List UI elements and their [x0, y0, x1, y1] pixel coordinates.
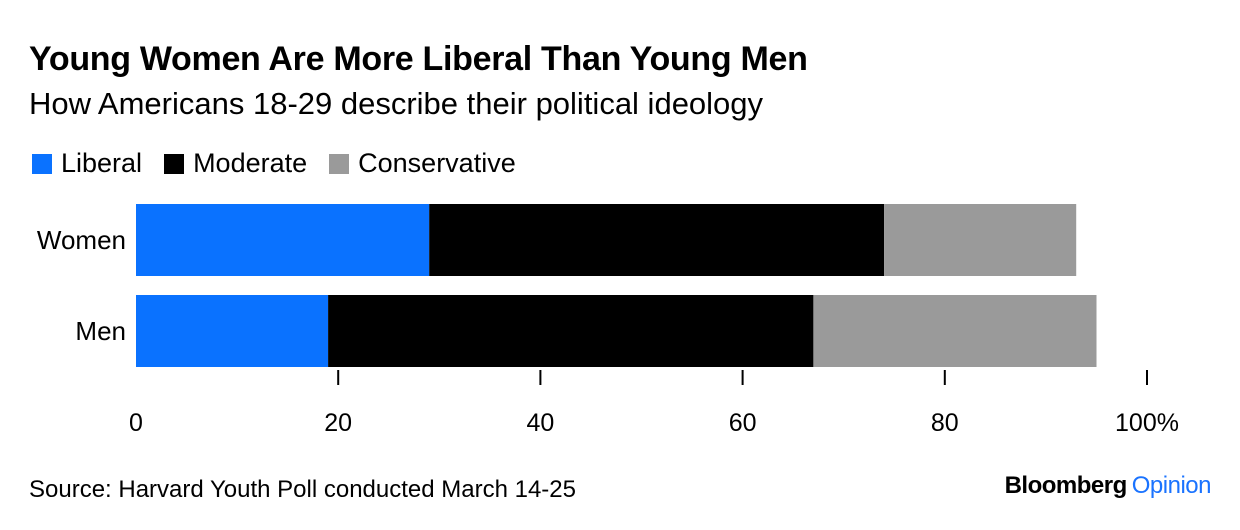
legend-swatch-moderate: [164, 153, 185, 174]
x-tick-label-60: 60: [729, 409, 757, 437]
brand-name: Bloomberg: [1004, 472, 1128, 499]
legend-item-conservative: Conservative: [329, 148, 516, 179]
x-tick-label-100: 100%: [1115, 409, 1179, 437]
chart-subtitle: How Americans 18-29 describe their polit…: [29, 86, 764, 121]
bar-women-liberal: [136, 204, 430, 276]
bar-men-liberal: [136, 295, 329, 367]
legend-swatch-liberal: [32, 153, 52, 174]
bar-women-conservative: [884, 204, 1077, 276]
chart-title: Young Women Are More Liberal Than Young …: [29, 40, 808, 78]
brand-logo: Bloomberg Opinion: [1004, 472, 1212, 500]
legend-label-moderate: Moderate: [193, 148, 308, 178]
legend-item-moderate: Moderate: [164, 148, 307, 179]
legend-label-liberal: Liberal: [61, 148, 143, 178]
bar-men-conservative: [813, 295, 1097, 367]
legend-label-conservative: Conservative: [358, 148, 516, 178]
x-tick-label-80: 80: [931, 409, 959, 437]
legend-item-liberal: Liberal: [32, 148, 142, 179]
bar-men-moderate: [328, 295, 814, 367]
x-tick-label-20: 20: [324, 409, 352, 437]
legend: Liberal Moderate Conservative: [32, 148, 538, 179]
x-tick-label-40: 40: [526, 409, 554, 437]
category-label-women: Women: [37, 225, 126, 255]
category-label-men: Men: [75, 316, 126, 346]
bar-women-moderate: [429, 204, 885, 276]
brand-section: Opinion: [1131, 472, 1212, 499]
source-note: Source: Harvard Youth Poll conducted Mar…: [29, 476, 576, 503]
legend-swatch-conservative: [329, 153, 350, 174]
x-tick-label-0: 0: [129, 409, 143, 437]
